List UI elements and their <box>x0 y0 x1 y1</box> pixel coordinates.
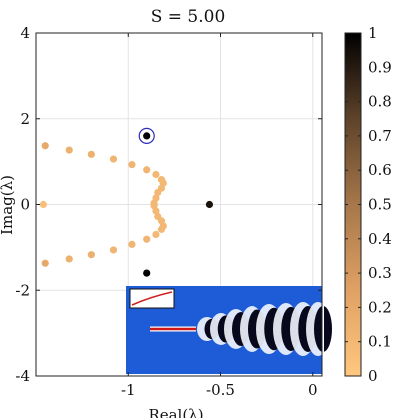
data-point-28 <box>143 269 151 277</box>
colorbar-tick-label: 0.6 <box>368 161 392 179</box>
inset-flow-image <box>126 286 332 374</box>
colorbar-tick-label: 0.2 <box>368 298 392 316</box>
data-point-15 <box>152 207 160 215</box>
colorbar-tick-label: 0.8 <box>368 93 392 111</box>
data-point-1 <box>65 146 73 154</box>
inset-mini-plot <box>129 288 175 309</box>
y-tick-label: 0 <box>20 196 30 214</box>
inset-mini-curve <box>131 291 173 306</box>
x-tick-label: -0.5 <box>206 381 235 399</box>
colorbar-tick-label: 1 <box>368 24 378 42</box>
y-tick-label: 4 <box>20 24 30 42</box>
data-points <box>39 127 214 277</box>
colorbar-tick-label: 0.3 <box>368 264 392 282</box>
data-point-2 <box>87 150 95 158</box>
data-point-26 <box>41 259 49 267</box>
data-point-3 <box>109 155 118 163</box>
data-point-5 <box>143 166 151 174</box>
plot-area <box>35 32 332 377</box>
data-point-23 <box>109 246 118 254</box>
colorbar-tick-label: 0.9 <box>368 58 392 76</box>
colorbar-tick-label: 0.4 <box>368 230 392 248</box>
x-axis-label: Real(λ) <box>148 406 203 418</box>
data-point-10 <box>154 188 162 197</box>
inset-edge-mask <box>322 286 324 374</box>
data-point-22 <box>128 240 136 248</box>
colorbar-tick-label: 0.7 <box>368 127 392 145</box>
x-axis: -1 -0.5 0 <box>121 33 318 399</box>
data-point-29 <box>143 132 151 140</box>
y-tick-label: -2 <box>15 281 30 299</box>
colorbar-tick-label: 0.1 <box>368 333 392 351</box>
data-point-25 <box>65 255 73 263</box>
chart-title: S = 5.00 <box>151 7 226 27</box>
data-point-20 <box>152 230 160 239</box>
data-point-0 <box>41 142 49 150</box>
data-point-21 <box>143 235 151 243</box>
x-tick-label: 0 <box>308 381 318 399</box>
y-axis-label: Imag(λ) <box>0 175 16 235</box>
data-point-6 <box>152 170 160 179</box>
data-point-13 <box>39 200 47 209</box>
data-point-27 <box>205 200 214 209</box>
y-tick-label: -4 <box>15 367 30 385</box>
colorbar-ticks: 0 0.1 0.2 0.3 0.4 0.5 0.6 0.7 0.8 0.9 1 <box>345 24 392 385</box>
y-tick-label: 2 <box>20 110 30 128</box>
colorbar-tick-label: 0.5 <box>368 196 392 214</box>
highlight-ring <box>138 127 155 144</box>
x-tick-label: -1 <box>121 381 136 399</box>
data-point-24 <box>87 251 95 259</box>
y-axis: -4 -2 0 2 4 <box>15 24 322 385</box>
inset-wake-pattern <box>197 286 332 374</box>
data-point-4 <box>128 161 136 169</box>
colorbar-tick-label: 0 <box>368 367 378 385</box>
data-point-19 <box>157 225 166 233</box>
